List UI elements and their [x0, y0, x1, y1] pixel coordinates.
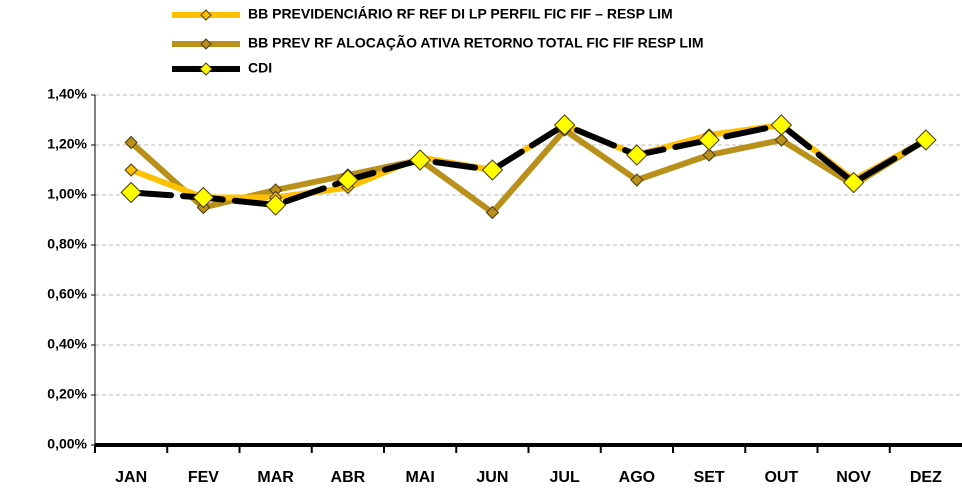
- y-tick-label: 0,60%: [47, 286, 87, 302]
- x-tick-label: FEV: [188, 469, 219, 486]
- data-point: [626, 144, 648, 166]
- data-point: [192, 186, 215, 209]
- data-point: [774, 133, 789, 147]
- data-point: [409, 149, 431, 171]
- x-tick-label: NOV: [836, 469, 871, 486]
- x-tick-label: JUN: [476, 469, 508, 486]
- data-point: [770, 114, 793, 136]
- x-tick-label: SET: [694, 469, 725, 486]
- data-point: [842, 171, 865, 194]
- legend-label: BB PREVIDENCIÁRIO RF REF DI LP PERFIL FI…: [248, 6, 673, 22]
- legend-marker: [200, 38, 212, 50]
- y-tick-label: 0,40%: [47, 336, 87, 352]
- x-tick-label: AGO: [619, 469, 655, 486]
- legend-label: CDI: [248, 60, 272, 76]
- x-tick-label: JUL: [550, 469, 580, 486]
- legend-label: BB PREV RF ALOCAÇÃO ATIVA RETORNO TOTAL …: [248, 34, 704, 51]
- data-point: [337, 169, 359, 191]
- x-tick-label: OUT: [764, 469, 798, 486]
- data-point: [124, 163, 138, 177]
- data-point: [915, 129, 937, 151]
- data-point: [630, 173, 644, 187]
- data-point: [702, 148, 716, 162]
- y-tick-label: 0,80%: [47, 236, 87, 252]
- x-tick-label: MAI: [405, 469, 434, 486]
- data-point: [481, 159, 504, 181]
- legend-marker: [200, 9, 212, 21]
- y-tick-label: 1,20%: [47, 136, 87, 152]
- y-tick-label: 0,20%: [47, 386, 87, 402]
- data-point: [264, 194, 287, 216]
- y-tick-label: 0,00%: [47, 436, 87, 452]
- series-line: [129, 127, 928, 216]
- data-point: [485, 205, 500, 220]
- y-tick-label: 1,40%: [47, 86, 87, 102]
- data-point: [120, 181, 142, 204]
- data-point: [553, 114, 576, 136]
- y-tick-label: 1,00%: [47, 186, 87, 202]
- series-line: [128, 122, 929, 208]
- x-tick-label: DEZ: [910, 469, 942, 486]
- series-line: [130, 122, 928, 201]
- data-point: [698, 129, 720, 151]
- x-tick-label: MAR: [257, 469, 294, 486]
- legend-marker: [199, 62, 213, 76]
- data-point: [124, 135, 138, 150]
- x-tick-label: ABR: [331, 469, 366, 486]
- x-tick-label: JAN: [115, 469, 147, 486]
